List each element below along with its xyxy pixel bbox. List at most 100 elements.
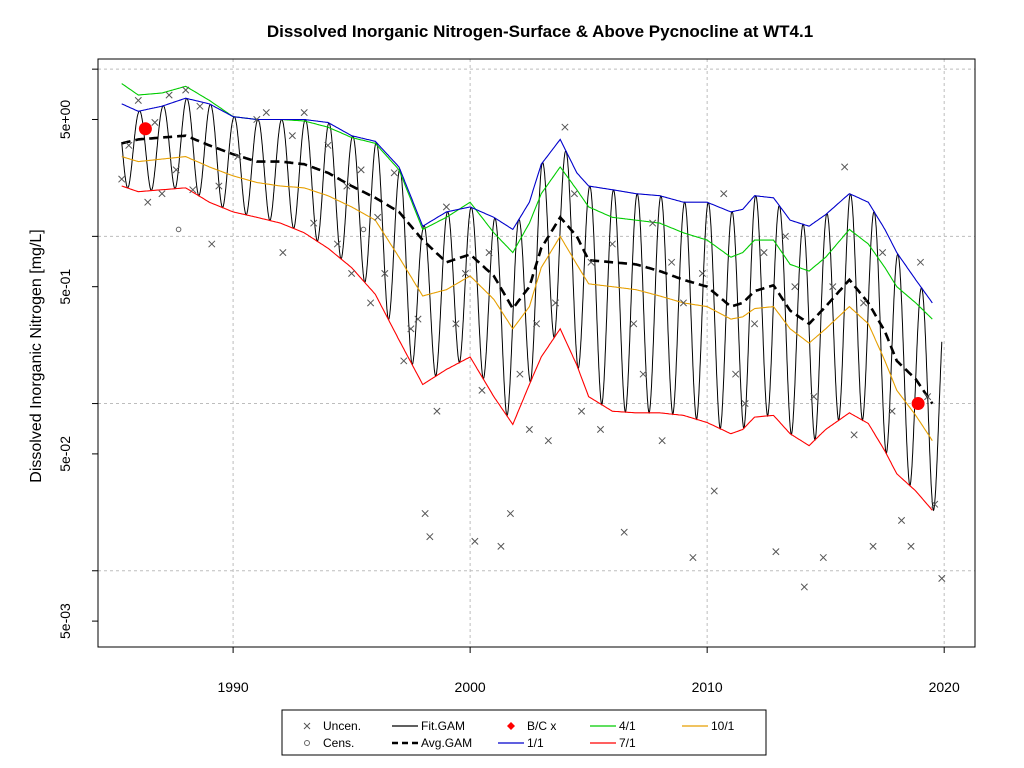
legend-item: 1/1 [498,736,544,750]
uncensored-point [781,232,789,240]
legend-label: 7/1 [619,736,636,750]
uncensored-point [288,132,296,140]
uncensored-point [414,315,422,323]
uncensored-point [800,583,808,591]
uncensored-point [860,299,868,307]
uncensored-point [471,537,479,545]
uncensored-point [407,325,415,333]
legend-diamond-marker [507,722,515,730]
uncensored-point [532,320,541,328]
x-tick-label: 2010 [692,679,723,695]
uncensored-point [516,370,524,378]
series-layer [121,83,934,511]
legend-item: 7/1 [590,736,636,750]
x-tick-label: 1990 [218,679,249,695]
uncensored-point [732,370,740,378]
uncensored-point [608,240,616,248]
points-layer [118,86,946,591]
uncensored-point [841,163,849,171]
uncensored-point [658,437,666,445]
legend-item: Avg.GAM [392,736,472,750]
uncensored-point [400,357,408,365]
censored-point [360,226,367,233]
uncensored-point [165,91,173,99]
uncensored-point [215,182,223,190]
uncensored-point [698,269,706,278]
uncensored-point [234,153,242,161]
legend: Uncen. Fit.GAM B/C x 4/1 10/1 Cens. Avg.GAM 1/1… [281,709,767,756]
uncensored-point [426,533,434,541]
uncensored-point [924,393,932,401]
uncensored-point [367,299,375,307]
uncensored-point [196,102,204,110]
legend-label: B/C x [527,719,556,733]
uncensored-point [343,182,351,190]
legend-item: Cens. [304,736,354,750]
legend-item: Uncen. [303,719,361,733]
uncensored-point [208,240,216,248]
uncensored-point [348,269,356,278]
uncensored-point [869,542,877,550]
uncensored-point [596,425,605,434]
legend-label: 10/1 [711,719,735,733]
uncensored-point [741,400,749,408]
uncensored-point [442,203,450,211]
uncensored-point [649,219,657,227]
uncensored-point [561,123,569,131]
uncensored-point [300,109,308,117]
uncensored-point [810,393,818,401]
uncensored-point [679,299,688,307]
censored-point [175,226,182,233]
legend-circle-marker [304,740,310,746]
uncensored-point [421,509,429,518]
uncensored-point [151,118,159,127]
x-tick-label: 2000 [455,679,486,695]
uncensored-point [620,528,628,536]
uncensored-point [907,542,915,550]
axis-layer: 1990 2000 2010 2020 5e+00 5e-01 5e-02 5e-03 [57,68,960,695]
legend-label: Avg.GAM [421,736,472,750]
uncensored-point [357,166,365,174]
y-axis-label: Dissolved Inorganic Nitrogen [mg/L] [28,229,45,482]
uncensored-point [879,249,887,257]
uncensored-point [374,213,382,221]
uncensored-point [452,320,460,328]
uncensored-point [182,86,190,94]
chart-title: Dissolved Inorganic Nitrogen-Surface & A… [266,22,814,41]
uncensored-point [262,109,270,117]
legend-item: 4/1 [590,719,636,733]
uncensored-point [751,320,759,328]
y-tick-label: 5e-03 [57,603,73,639]
series-line-10-1 [121,156,933,441]
uncensored-point [587,258,595,266]
uncensored-point [134,96,142,104]
uncensored-point [478,386,486,394]
uncensored-point [710,487,718,495]
uncensored-point [570,190,578,198]
x-tick-label: 2020 [929,679,960,695]
uncensored-point [630,320,638,328]
fit-gam-line [121,98,943,512]
bc-point [911,397,925,411]
uncensored-point [125,141,133,149]
uncensored-point [720,190,728,198]
plot-frame [97,58,976,648]
uncensored-point [485,249,493,257]
uncensored-point [544,437,552,445]
avg-gam-line [121,134,934,405]
uncensored-point [551,299,560,307]
legend-label: 4/1 [619,719,636,733]
uncensored-point [324,141,332,149]
uncensored-point [850,431,858,439]
uncensored-point [772,548,780,556]
uncensored-point [888,407,896,415]
uncensored-point [938,574,946,582]
uncensored-point [279,249,287,257]
uncensored-point [381,269,389,278]
legend-item: B/C x [507,719,556,733]
legend-item: Fit.GAM [392,719,465,733]
uncensored-point [390,169,398,177]
uncensored-point [506,509,514,518]
uncensored-point [461,269,469,278]
